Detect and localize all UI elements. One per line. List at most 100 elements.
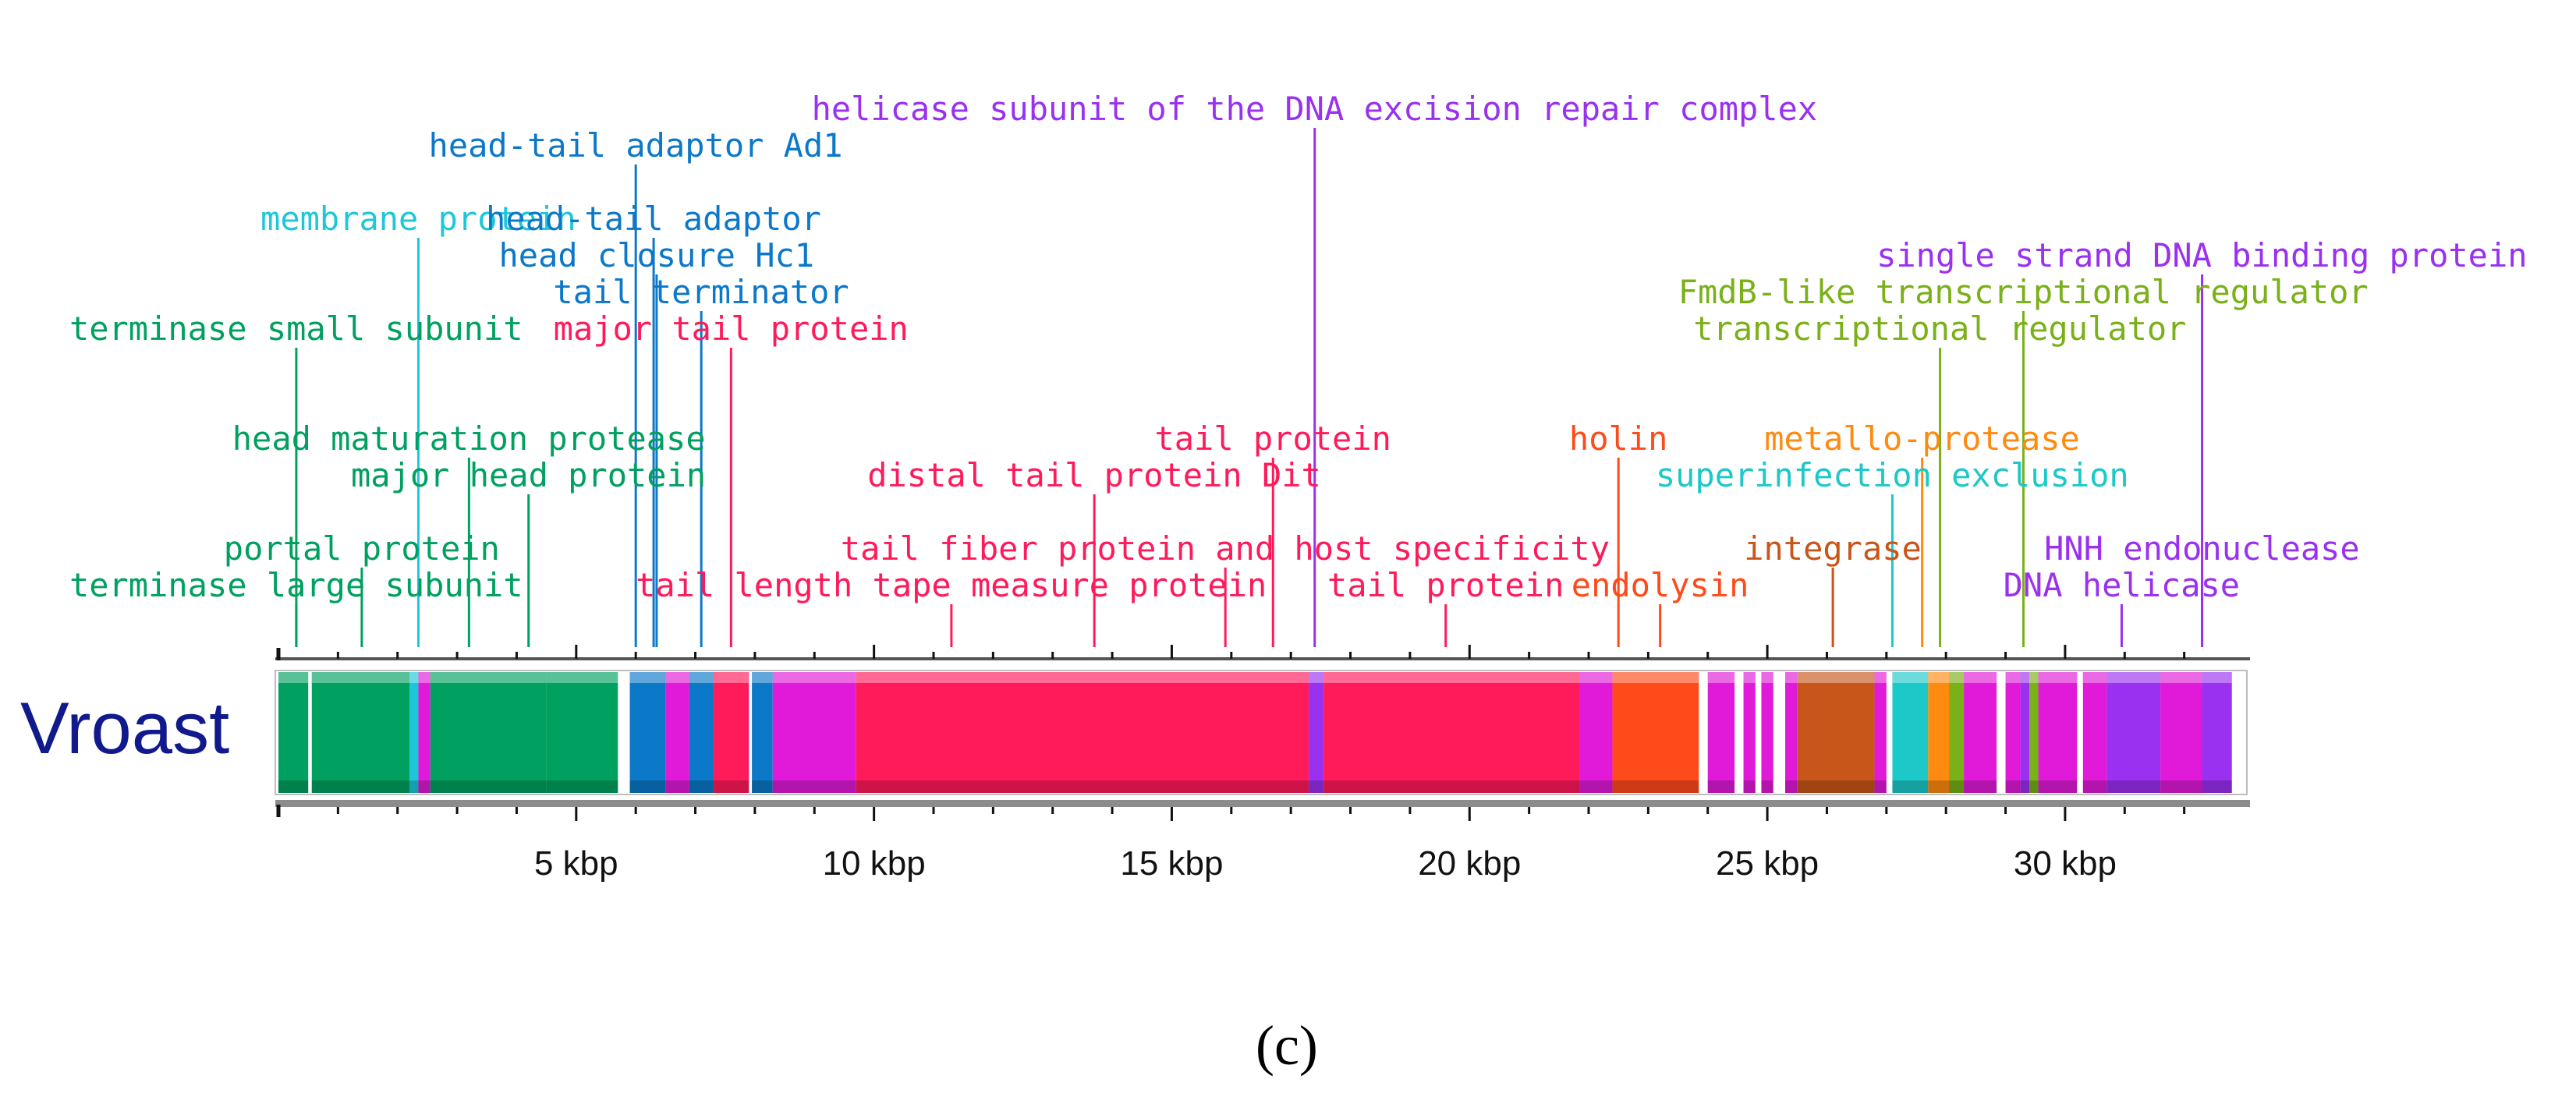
gene-segment [1743,672,1756,793]
gene-segment-highlight [2107,672,2161,683]
gene-segment-shade [2020,780,2030,793]
panel-label: (c) [1256,1014,1318,1077]
gene-segment [629,672,666,793]
gene-segment-shade [1949,780,1965,793]
feature-label: HNH endonuclease [2044,529,2360,568]
gene-segment-shade [2160,780,2202,793]
axis-bottom-bar [275,800,2250,807]
axis-tick-label: 15 kbp [1120,844,1223,883]
axis-tick-label: 30 kbp [2014,844,2117,883]
gene-segment-highlight [665,672,689,683]
gene-segment-shade [1743,780,1756,793]
gene-segment [1797,672,1875,793]
gene-segment [278,672,309,793]
feature-label: transcriptional regulator [1693,310,2186,348]
gene-segment [409,672,419,793]
gene-segment-shade [713,780,749,793]
gene-segment-highlight [2082,672,2107,683]
gene-segment-highlight [2020,672,2030,683]
gene-segment [1707,672,1735,793]
gene-segment-shade [1707,780,1735,793]
gene-segment-shade [2038,780,2078,793]
feature-label: single strand DNA binding protein [1876,236,2527,274]
gene-segment-highlight [689,672,714,683]
gene-segment-shade [2005,780,2021,793]
gene-segment-highlight [311,672,409,683]
feature-label: major tail protein [554,310,909,348]
gene-segment-highlight [1892,672,1929,683]
gene-segment-highlight [430,672,547,683]
gene-segment-shade [1323,780,1580,793]
gene-segment-highlight [278,672,309,683]
gene-segment-highlight [1874,672,1887,683]
gene-segment-highlight [772,672,856,683]
gene-segment [1949,672,1965,793]
gene-segment [546,672,618,793]
feature-label: holin [1569,419,1667,458]
gene-segment-shade [430,780,547,793]
gene-segment-shade [1964,780,1997,793]
gene-segment-shade [1797,780,1875,793]
gene-segment-shade [665,780,689,793]
gene-segment-highlight [1743,672,1756,683]
feature-label: tail terminator [553,273,849,311]
gene-segment-highlight [752,672,773,683]
gene-segment-shade [629,780,666,793]
gene-segment-highlight [1309,672,1324,683]
gene-segment [1309,672,1324,793]
feature-label: helicase subunit of the DNA excision rep… [812,90,1818,128]
gene-segment-shade [1612,780,1699,793]
axis-tick-label: 20 kbp [1418,844,1521,883]
gene-segment-highlight [713,672,749,683]
feature-label: tail protein [1327,566,1564,604]
gene-segment-shade [409,780,419,793]
feature-label: integrase [1744,529,1922,568]
gene-segment-highlight [409,672,419,683]
feature-label: head-tail adaptor [486,200,821,238]
feature-label: membrane protein [260,200,576,238]
gene-segment [856,672,1309,793]
gene-segment-highlight [546,672,618,683]
gene-segment [1892,672,1929,793]
gene-segment-shade [689,780,714,793]
feature-label: major head protein [351,456,706,494]
gene-segment-highlight [1323,672,1580,683]
gene-segment [1579,672,1613,793]
genome-name: Vroast [20,687,230,769]
gene-segment [689,672,714,793]
feature-label: terminase small subunit [69,310,523,348]
gene-segment [1785,672,1798,793]
gene-segment-shade [1874,780,1887,793]
gene-segment [418,672,431,793]
gene-segment [2082,672,2107,793]
gene-segment-highlight [1949,672,1965,683]
feature-label: metallo-protease [1764,419,2080,458]
gene-segment-highlight [1612,672,1699,683]
gene-segment [1323,672,1580,793]
feature-label: distal tail protein Dit [867,456,1321,494]
gene-segment-highlight [2202,672,2232,683]
gene-segment-highlight [1797,672,1875,683]
gene-segment [2107,672,2161,793]
feature-label: head-tail adaptor Ad1 [429,126,843,165]
gene-segment-highlight [1964,672,1997,683]
gene-segment-shade [311,780,409,793]
gene-segment-highlight [2160,672,2202,683]
gene-segment [2038,672,2078,793]
gene-segment-shade [1928,780,1949,793]
gene-segment [1928,672,1949,793]
feature-label: tail length tape measure protein [636,566,1267,604]
axis-tick-label: 5 kbp [534,844,618,883]
gene-segment-shade [1785,780,1798,793]
gene-segment-shade [2082,780,2107,793]
gene-segment-highlight [1579,672,1613,683]
gene-segment-shade [278,780,309,793]
axis-tick-label: 10 kbp [823,844,926,883]
gene-segment [752,672,773,793]
gene-segment-shade [1579,780,1613,793]
gene-segment [2160,672,2202,793]
feature-label: portal protein [224,529,500,568]
gene-segment [311,672,409,793]
gene-segment-highlight [1707,672,1735,683]
